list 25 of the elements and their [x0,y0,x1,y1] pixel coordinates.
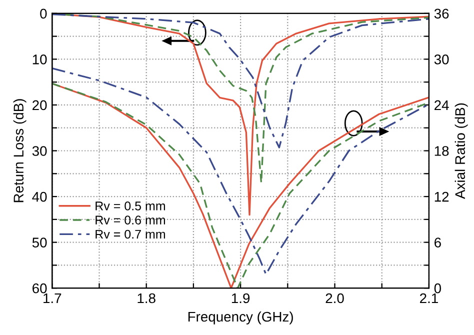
x-tick-label: 1.7 [44,293,62,304]
legend-label: Rv = 0.7 mm [96,230,165,239]
y-tick-label: 40 [32,192,47,202]
y-tick-label: 60 [32,283,47,294]
y-tick-label: 0 [40,8,47,19]
y-tick-label: 10 [32,54,47,64]
y-axis-title: Return Loss (dB) [13,99,26,202]
x-tick-label: 2.1 [420,293,438,304]
y2-tick-label: 24 [434,100,449,110]
x-tick-label: 2.0 [326,293,344,304]
x-tick-label: 1.9 [232,293,250,304]
y2-tick-label: 30 [434,54,449,64]
legend-label: Rv = 0.5 mm [96,202,165,210]
legend-label: Rv = 0.6 mm [96,216,165,225]
y-tick-label: 50 [32,238,47,248]
x-tick-label: 1.8 [138,293,156,304]
x-axis-title: Frequency (GHz) [188,311,293,324]
y2-tick-label: 12 [434,192,449,202]
y2-axis-title: Axial Ratio (dB) [454,103,468,199]
y2-tick-label: 0 [434,283,442,294]
y2-tick-label: 18 [434,146,449,156]
y2-tick-label: 36 [434,8,449,19]
y-tick-label: 30 [32,146,47,156]
y-tick-label: 20 [32,100,47,110]
y2-tick-label: 6 [434,238,441,248]
